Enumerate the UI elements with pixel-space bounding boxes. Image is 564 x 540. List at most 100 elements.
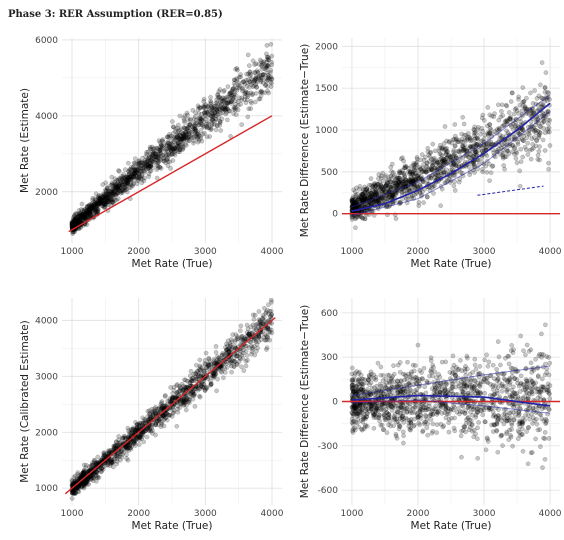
scatter-point <box>224 347 229 353</box>
scatter-point <box>480 148 486 154</box>
scatter-point <box>250 346 256 352</box>
scatter-point <box>92 198 98 203</box>
scatter-point <box>115 186 120 192</box>
scatter-point <box>210 116 215 122</box>
scatter-point <box>193 386 198 392</box>
scatter-point <box>136 442 142 447</box>
scatter-point <box>124 177 130 182</box>
scatter-point <box>175 143 181 148</box>
scatter-point <box>119 452 125 457</box>
scatter-point <box>131 174 137 180</box>
scatter-point <box>494 366 499 372</box>
scatter-point <box>207 134 212 139</box>
scatter-point <box>269 53 275 59</box>
scatter-point <box>230 95 236 101</box>
scatter-point <box>199 365 205 371</box>
scatter-point <box>80 213 86 219</box>
scatter-point <box>180 387 186 393</box>
scatter-point <box>349 198 355 204</box>
scatter-point <box>416 200 422 205</box>
scatter-point <box>195 368 200 374</box>
scatter-point <box>124 183 129 189</box>
scatter-point <box>503 102 509 108</box>
scatter-point <box>131 439 137 445</box>
scatter-point <box>539 60 545 65</box>
scatter-point <box>109 182 114 188</box>
scatter-point <box>105 199 110 204</box>
scatter-point <box>193 134 199 140</box>
scatter-point <box>533 356 538 362</box>
scatter-point <box>403 178 408 183</box>
scatter-point <box>259 59 264 64</box>
scatter-point <box>111 183 116 189</box>
scatter-point <box>214 123 220 128</box>
scatter-point <box>148 416 153 421</box>
scatter-point <box>164 142 170 147</box>
scatter-point <box>211 106 217 112</box>
scatter-point <box>225 100 231 106</box>
scatter-point <box>114 442 120 448</box>
scatter-point <box>187 396 192 402</box>
scatter-point <box>256 70 261 76</box>
scatter-point <box>152 157 158 163</box>
scatter-point <box>114 458 120 464</box>
scatter-point <box>439 156 444 161</box>
scatter-point <box>239 334 244 340</box>
scatter-point <box>490 163 496 169</box>
scatter-point <box>157 150 163 156</box>
scatter-point <box>182 399 188 405</box>
scatter-point <box>256 96 262 102</box>
scatter-point <box>70 220 76 225</box>
scatter-point <box>409 193 415 199</box>
scatter-point <box>449 140 455 146</box>
scatter-point <box>82 469 88 475</box>
scatter-point <box>83 481 88 487</box>
scatter-point <box>93 210 98 215</box>
x-axis-title: Met Rate (True) <box>411 258 492 270</box>
scatter-point <box>230 344 235 350</box>
scatter-point <box>432 148 438 154</box>
scatter-point <box>85 214 90 220</box>
scatter-point <box>232 107 238 113</box>
scatter-point <box>452 188 458 193</box>
scatter-point <box>240 86 246 92</box>
scatter-point <box>222 107 228 113</box>
scatter-point <box>122 186 127 192</box>
scatter-point <box>105 460 111 466</box>
scatter-point <box>429 185 435 190</box>
scatter-point <box>404 187 410 193</box>
scatter-point <box>372 183 378 189</box>
scatter-point <box>186 398 192 403</box>
scatter-point <box>106 194 111 200</box>
scatter-point <box>248 339 254 345</box>
scatter-point <box>133 427 138 433</box>
scatter-point <box>134 425 140 430</box>
scatter-point <box>256 333 261 339</box>
scatter-point <box>244 97 250 103</box>
scatter-point <box>378 182 384 188</box>
scatter-point <box>527 147 533 153</box>
scatter-point <box>245 77 251 83</box>
scatter-point <box>187 138 192 143</box>
y-tick-label: 4000 <box>35 316 58 326</box>
scatter-point <box>516 97 521 102</box>
scatter-point <box>376 184 382 190</box>
scatter-point <box>228 346 234 352</box>
scatter-point <box>506 137 511 142</box>
scatter-point <box>210 108 216 113</box>
scatter-point <box>471 161 477 166</box>
scatter-point <box>390 192 396 198</box>
scatter-point <box>181 133 187 139</box>
scatter-point <box>76 213 81 219</box>
scatter-point <box>82 215 87 220</box>
scatter-point <box>95 209 100 215</box>
scatter-point <box>93 200 98 206</box>
scatter-point <box>151 150 157 156</box>
scatter-point <box>546 90 551 96</box>
scatter-point <box>231 77 237 83</box>
scatter-point <box>97 200 102 205</box>
scatter-point <box>521 138 526 143</box>
scatter-point <box>386 194 392 200</box>
scatter-point <box>74 485 80 491</box>
scatter-point <box>193 133 199 139</box>
